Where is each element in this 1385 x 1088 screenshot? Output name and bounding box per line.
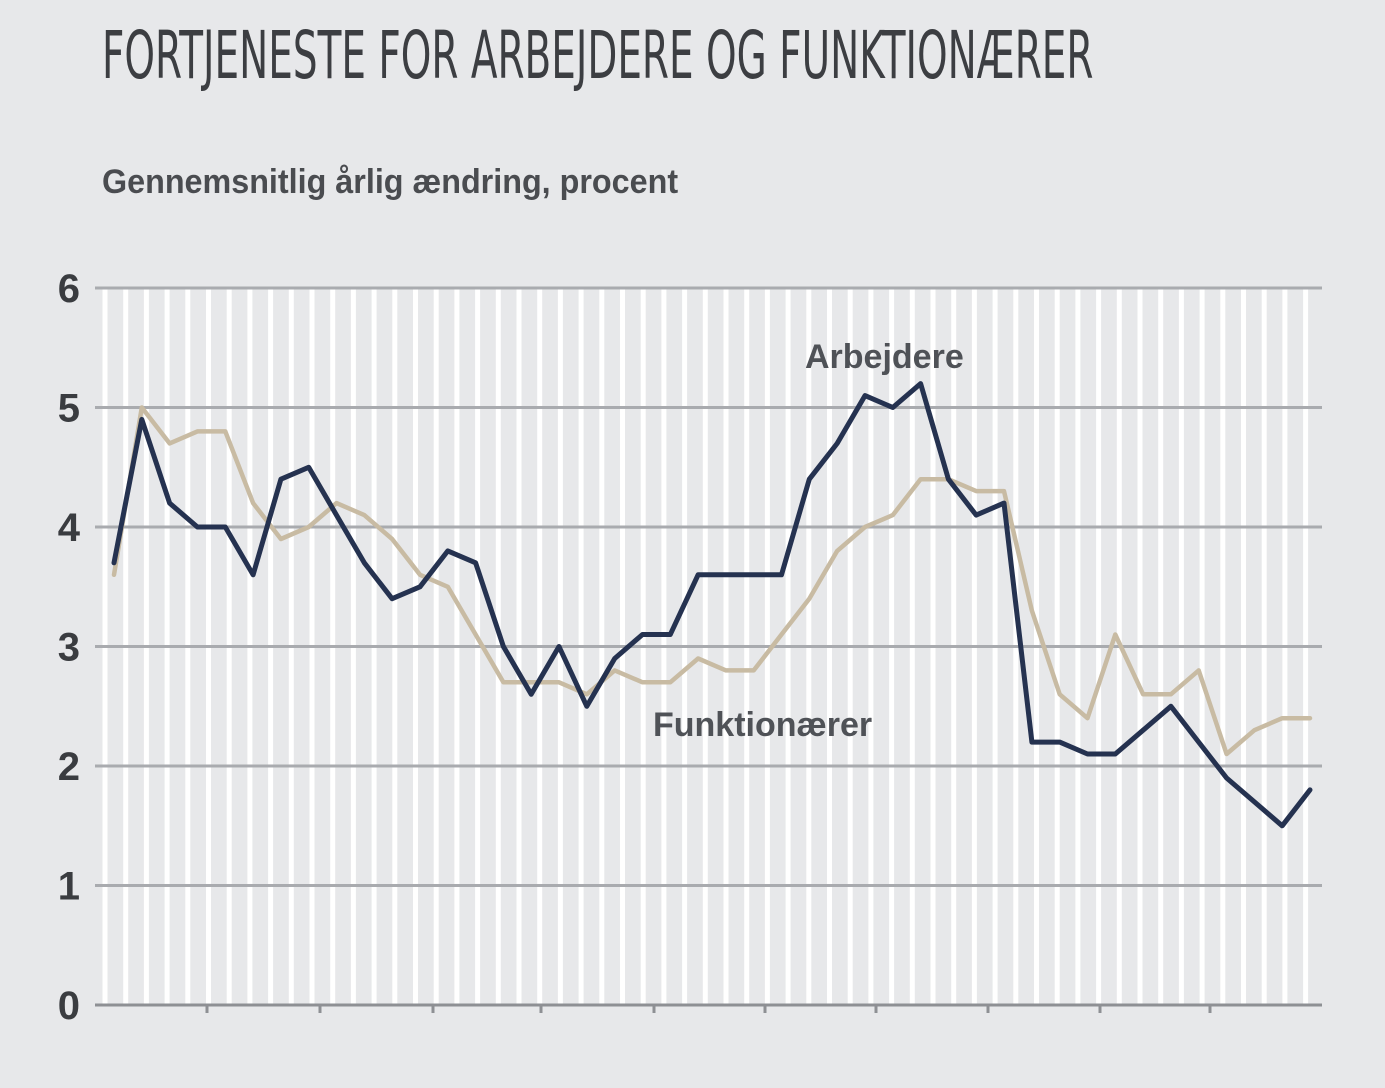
- y-tick-label: 1: [58, 865, 80, 909]
- arbejdere-series-label: Arbejdere: [805, 338, 964, 376]
- y-tick-label: 3: [58, 626, 80, 670]
- chart-title: FORTJENESTE FOR ARBEJDERE OG FUNKTIONÆRE…: [102, 17, 1094, 94]
- funktionaerer-series-label: Funktionærer: [653, 706, 872, 744]
- funktionaerer-series-line: [111, 405, 1313, 757]
- horizontal-gridlines: [95, 286, 1322, 1007]
- y-tick-label: 4: [58, 506, 81, 550]
- series-lines: [111, 381, 1313, 829]
- y-tick-label: 0: [58, 984, 80, 1028]
- y-tick-label: 2: [58, 745, 80, 789]
- chart-subtitle: Gennemsnitlig årlig ændring, procent: [102, 163, 679, 201]
- y-axis-ticks: 0 1 2 3 4 5 6: [58, 267, 81, 1028]
- x-axis-ticks: [205, 1005, 1212, 1013]
- y-tick-label: 6: [58, 267, 80, 311]
- arbejdere-series-line: [111, 381, 1313, 829]
- y-tick-label: 5: [58, 387, 80, 431]
